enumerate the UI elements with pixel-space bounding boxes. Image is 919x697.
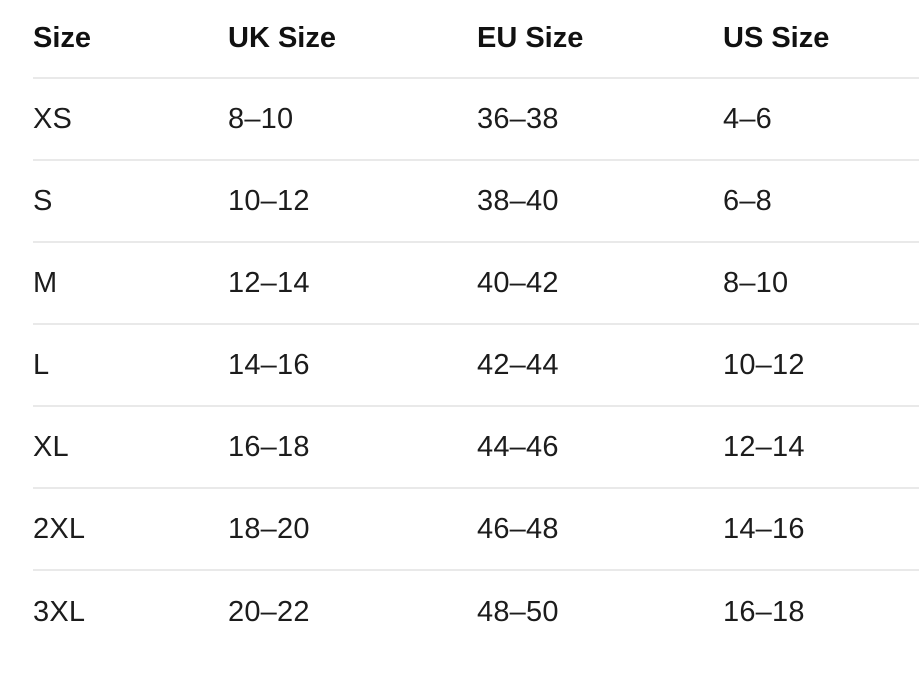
cell-eu-size: 36–38: [477, 102, 559, 135]
cell-size: XS: [33, 102, 73, 135]
column-header-uk-size: UK Size: [228, 22, 336, 54]
table-row-xl: XL 16–18 44–46 12–14: [33, 407, 919, 489]
cell-us-size: 6–8: [723, 184, 772, 217]
cell-size: M: [33, 266, 58, 299]
column-header-eu-size: EU Size: [477, 22, 584, 54]
cell-us-size: 12–14: [723, 430, 805, 463]
cell-uk-size: 16–18: [228, 430, 310, 463]
cell-size: S: [33, 184, 53, 217]
table-row-m: M 12–14 40–42 8–10: [33, 243, 919, 325]
cell-uk-size: 14–16: [228, 348, 310, 381]
cell-eu-size: 44–46: [477, 430, 559, 463]
cell-uk-size: 20–22: [228, 595, 310, 628]
column-header-size: Size: [33, 22, 92, 54]
cell-size: 2XL: [33, 512, 86, 545]
table-row-3xl: 3XL 20–22 48–50 16–18: [33, 571, 919, 653]
cell-eu-size: 40–42: [477, 266, 559, 299]
cell-us-size: 16–18: [723, 595, 805, 628]
cell-us-size: 8–10: [723, 266, 789, 299]
cell-uk-size: 10–12: [228, 184, 310, 217]
cell-eu-size: 42–44: [477, 348, 559, 381]
cell-us-size: 10–12: [723, 348, 805, 381]
cell-us-size: 4–6: [723, 102, 772, 135]
table-row-s: S 10–12 38–40 6–8: [33, 161, 919, 243]
table-row-2xl: 2XL 18–20 46–48 14–16: [33, 489, 919, 571]
cell-eu-size: 48–50: [477, 595, 559, 628]
table-row-l: L 14–16 42–44 10–12: [33, 325, 919, 407]
cell-size: 3XL: [33, 595, 86, 628]
cell-us-size: 14–16: [723, 512, 805, 545]
cell-size: XL: [33, 430, 69, 463]
cell-uk-size: 18–20: [228, 512, 310, 545]
cell-uk-size: 8–10: [228, 102, 294, 135]
cell-eu-size: 38–40: [477, 184, 559, 217]
cell-eu-size: 46–48: [477, 512, 559, 545]
cell-uk-size: 12–14: [228, 266, 310, 299]
column-header-us-size: US Size: [723, 22, 830, 54]
table-header-row: Size UK Size EU Size US Size: [33, 0, 919, 79]
table-row-xs: XS 8–10 36–38 4–6: [33, 79, 919, 161]
cell-size: L: [33, 348, 50, 381]
